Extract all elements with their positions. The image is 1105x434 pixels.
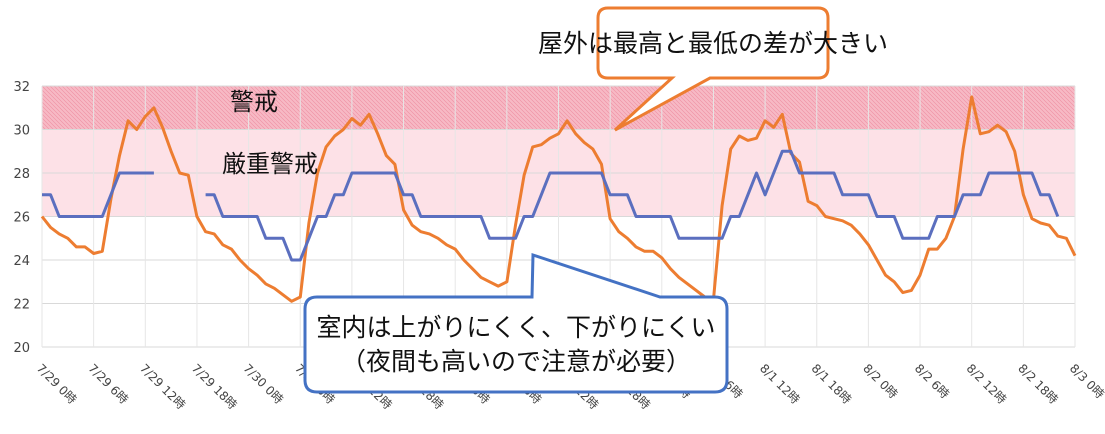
y-tick-label: 22 — [13, 298, 30, 313]
y-tick-label: 20 — [13, 341, 30, 356]
x-tick-label: 7/29 18時 — [189, 361, 240, 412]
y-tick-label: 32 — [13, 80, 30, 95]
callout-box — [596, 6, 830, 132]
x-tick-label: 7/29 6時 — [86, 361, 132, 407]
callout-box — [303, 252, 729, 394]
y-tick-label: 26 — [13, 211, 30, 226]
x-tick-label: 8/2 18時 — [1015, 361, 1061, 407]
band-label: 警戒 — [230, 88, 278, 116]
y-tick-label: 24 — [13, 254, 30, 269]
callout-text: 屋外は最高と最低の差が大きい — [538, 29, 888, 58]
x-tick-label: 8/2 6時 — [912, 361, 952, 401]
x-tick-label: 8/1 12時 — [757, 361, 803, 407]
callout-text: 室内は上がりにくく、下がりにくい — [316, 313, 715, 342]
callout-text: （夜間も高いので注意が必要） — [341, 347, 691, 376]
x-tick-label: 8/3 0時 — [1067, 361, 1105, 401]
callout-outdoor: 屋外は最高と最低の差が大きい — [538, 6, 888, 132]
callout-indoor: 室内は上がりにくく、下がりにくい （夜間も高いので注意が必要） — [303, 252, 729, 394]
y-tick-label: 30 — [13, 124, 30, 139]
lines — [40, 95, 1077, 303]
x-tick-label: 7/30 0時 — [240, 361, 286, 407]
x-tick-label: 8/1 18時 — [809, 361, 855, 407]
x-tick-label: 7/29 0時 — [34, 361, 80, 407]
series-line — [42, 149, 1060, 262]
series-line — [40, 95, 1077, 303]
x-tick-label: 7/29 12時 — [137, 361, 188, 412]
x-tick-label: 8/2 0時 — [860, 361, 900, 401]
x-tick-label: 8/2 12時 — [964, 361, 1010, 407]
y-tick-label: 28 — [13, 167, 30, 182]
band-label: 厳重警戒 — [222, 150, 318, 178]
